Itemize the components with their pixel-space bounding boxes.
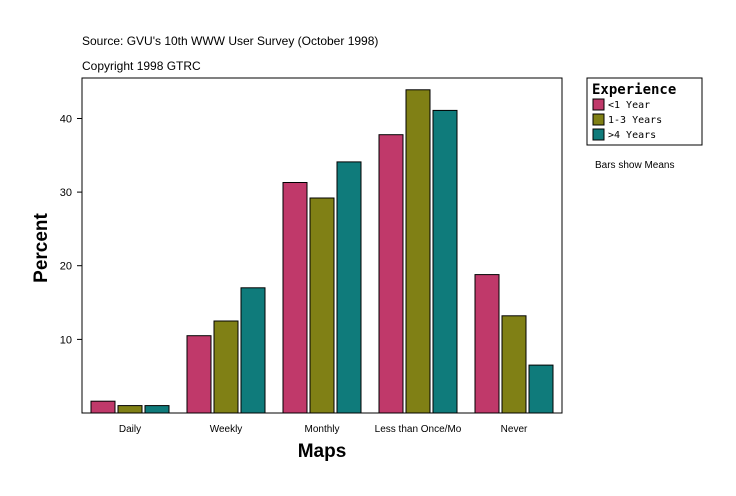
x-tick-label: Weekly — [210, 424, 243, 435]
y-axis: 10 20 30 40 — [60, 114, 82, 346]
bar-2-5 — [501, 315, 527, 414]
bar-1-5 — [474, 274, 500, 414]
bars-group — [90, 89, 554, 414]
bar-3-2 — [240, 287, 266, 414]
bar-1-3 — [282, 182, 308, 414]
y-tick-label: 40 — [60, 114, 72, 126]
x-tick-label: Monthly — [304, 424, 339, 435]
y-tick-label: 20 — [60, 261, 72, 273]
legend-label-1: <1 Year — [608, 100, 650, 111]
bar-1-1 — [90, 400, 116, 414]
bar-3-1 — [144, 405, 170, 414]
legend-box — [586, 77, 703, 146]
y-tick-label: 10 — [60, 334, 72, 346]
legend-label-3: >4 Years — [608, 130, 656, 141]
bar-1-2 — [186, 335, 212, 414]
legend-label-2: 1-3 Years — [608, 115, 662, 126]
legend-swatch-3 — [592, 128, 605, 141]
bar-1-4 — [378, 134, 404, 414]
x-axis-title: Maps — [298, 441, 347, 462]
legend-swatch-2 — [592, 113, 605, 126]
legend: Experience <1 Year 1-3 Years >4 Years — [586, 77, 703, 146]
bar-2-2 — [213, 320, 239, 414]
x-tick-label: Daily — [119, 424, 141, 435]
y-axis-title: Percent — [31, 212, 52, 282]
bar-3-5 — [528, 364, 554, 414]
x-axis: Daily Weekly Monthly Less than Once/Mo Never — [119, 424, 528, 435]
y-tick-label: 30 — [60, 187, 72, 199]
bar-3-3 — [336, 161, 362, 414]
note-text: Bars show Means — [595, 160, 674, 171]
bar-2-4 — [405, 89, 431, 414]
source-text: Source: GVU's 10th WWW User Survey (Octo… — [82, 34, 378, 48]
legend-swatch-1 — [592, 98, 605, 111]
x-tick-label: Never — [501, 424, 528, 435]
bar-2-3 — [309, 197, 335, 414]
bar-2-1 — [117, 405, 143, 414]
x-tick-label: Less than Once/Mo — [375, 424, 462, 435]
bar-3-4 — [432, 109, 458, 414]
copyright-text: Copyright 1998 GTRC — [82, 59, 201, 73]
legend-title: Experience — [592, 82, 676, 98]
